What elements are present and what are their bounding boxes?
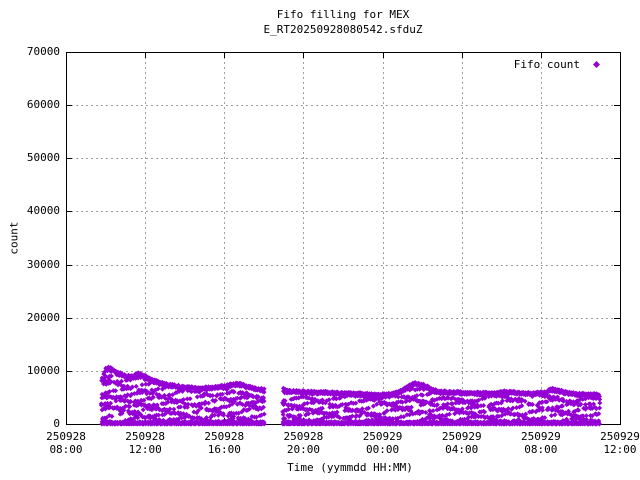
x-tick-time: 12:00 bbox=[603, 443, 637, 456]
x-tick-date: 250928 bbox=[125, 430, 166, 443]
x-tick-date: 250929 bbox=[600, 430, 640, 443]
y-tick-label: 50000 bbox=[26, 151, 60, 165]
y-tick-label: 70000 bbox=[26, 45, 60, 58]
chart-title: Fifo filling for MEX bbox=[276, 8, 410, 21]
x-axis-label: Time (yymmdd HH:MM) bbox=[287, 461, 413, 474]
x-tick-time: 04:00 bbox=[445, 443, 479, 456]
x-tick-label: 250929 12:00 bbox=[580, 430, 640, 456]
x-tick-label: 250928 20:00 bbox=[263, 430, 343, 456]
x-tick-date: 250929 bbox=[441, 430, 482, 443]
x-tick-date: 250928 bbox=[283, 430, 324, 443]
x-tick-time: 20:00 bbox=[286, 443, 320, 456]
x-tick-label: 250929 00:00 bbox=[343, 430, 423, 456]
x-tick-time: 08:00 bbox=[49, 443, 83, 456]
x-tick-label: 250928 12:00 bbox=[105, 430, 185, 456]
y-tick-label: 10000 bbox=[26, 363, 60, 377]
y-tick-label: 60000 bbox=[26, 98, 60, 112]
x-tick-date: 250928 bbox=[204, 430, 245, 443]
x-tick-date: 250929 bbox=[362, 430, 403, 443]
x-tick-time: 12:00 bbox=[128, 443, 162, 456]
scatter-points-fifo-count bbox=[98, 364, 603, 427]
y-tick-label: 0 bbox=[53, 417, 60, 430]
y-tick-label: 40000 bbox=[26, 204, 60, 218]
x-tick-time: 00:00 bbox=[366, 443, 400, 456]
x-tick-label: 250928 16:00 bbox=[184, 430, 264, 456]
legend: Fifo count bbox=[514, 58, 601, 71]
legend-label: Fifo count bbox=[513, 58, 580, 71]
plot-border bbox=[66, 52, 621, 425]
x-tick-label: 250929 04:00 bbox=[422, 430, 502, 456]
legend-marker-diamond-icon bbox=[593, 61, 600, 68]
x-tick-time: 08:00 bbox=[524, 443, 558, 456]
x-tick-date: 250928 bbox=[46, 430, 86, 443]
y-tick-label: 30000 bbox=[26, 257, 60, 271]
chart-subtitle: E_RT20250928080542.sfduZ bbox=[263, 23, 423, 36]
x-tick-label: 250929 08:00 bbox=[501, 430, 581, 456]
x-tick-label: 250928 08:00 bbox=[26, 430, 106, 456]
x-tick-time: 16:00 bbox=[207, 443, 241, 456]
y-tick-label: 20000 bbox=[26, 310, 60, 324]
x-tick-date: 250929 bbox=[520, 430, 561, 443]
y-axis-label: count bbox=[7, 221, 21, 255]
